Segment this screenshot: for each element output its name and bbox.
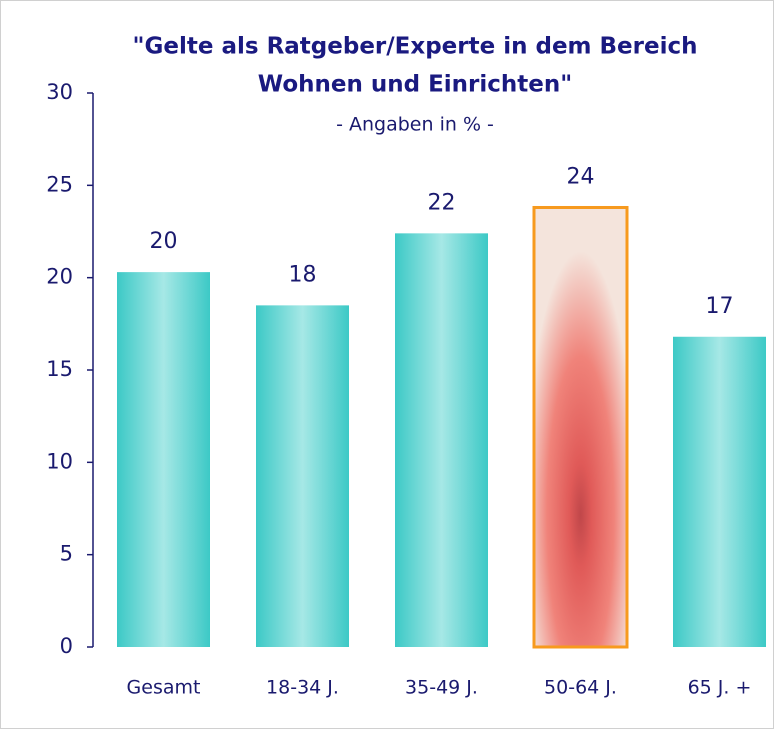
bar [117,272,210,647]
x-tick-label: 50-64 J. [544,677,617,699]
y-tick-label: 30 [46,80,73,104]
bar [673,336,766,647]
chart-title: Wohnen und Einrichten" [258,72,572,98]
value-label: 24 [567,164,595,189]
y-tick-label: 25 [46,172,73,196]
y-tick-label: 10 [46,449,73,473]
x-tick-label: 65 J. + [688,677,752,699]
x-tick-label: 35-49 J. [405,677,478,699]
y-tick-label: 15 [46,357,73,381]
value-label: 22 [428,190,456,215]
y-tick-label: 0 [60,634,73,658]
bar [532,205,629,649]
bar [256,305,349,647]
x-tick-label: Gesamt [127,677,201,699]
value-label: 18 [289,262,317,287]
chart-title: "Gelte als Ratgeber/Experte in dem Berei… [133,34,698,60]
x-tick-label: 18-34 J. [266,677,339,699]
value-label: 17 [706,294,734,319]
bar [395,233,488,647]
y-tick-label: 5 [60,542,73,566]
value-label: 20 [150,229,178,254]
y-tick-label: 20 [46,265,73,289]
chart-subtitle: - Angaben in % - [336,114,494,136]
